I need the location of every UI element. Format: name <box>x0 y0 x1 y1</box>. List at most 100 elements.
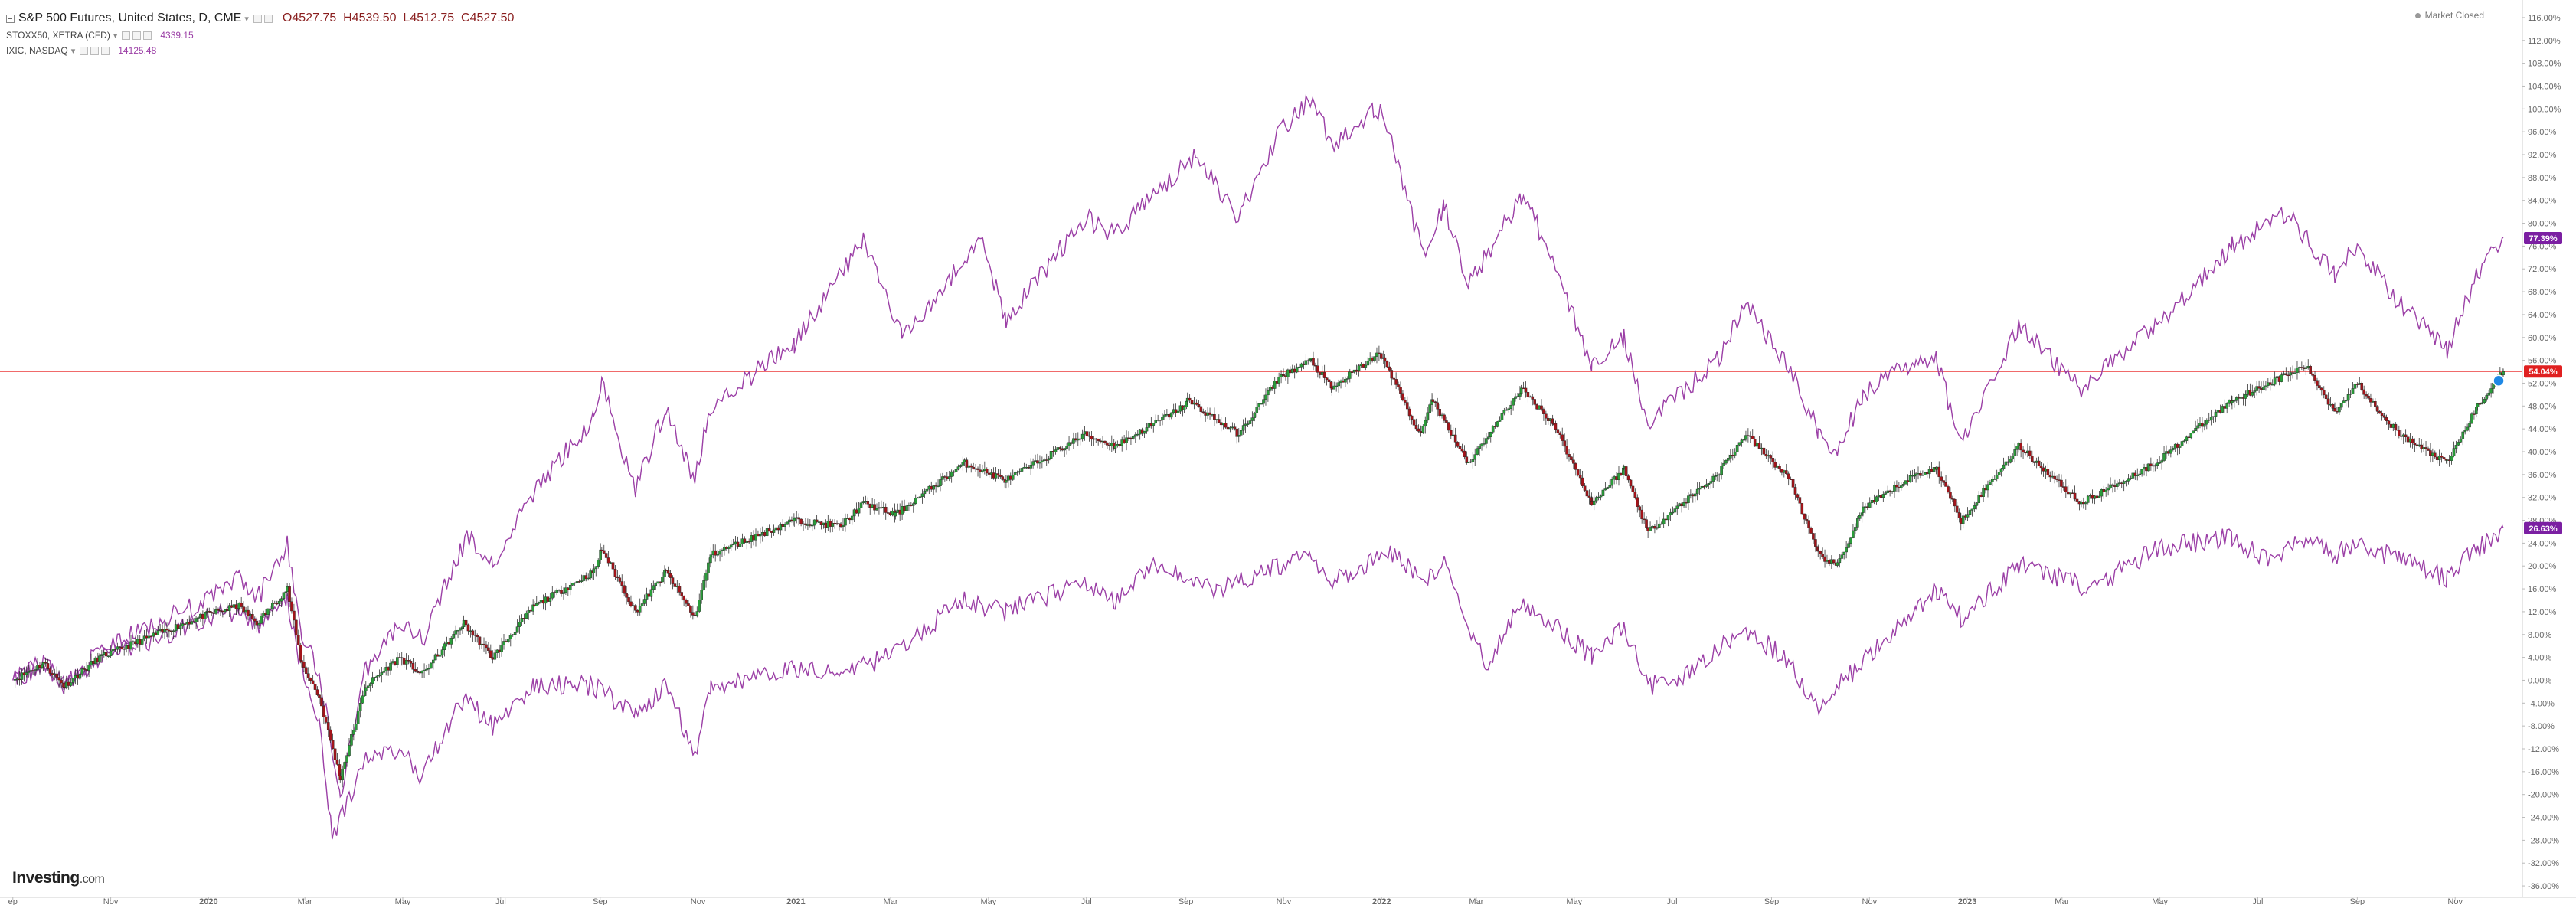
candle-body <box>1879 495 1883 498</box>
candle-body <box>1327 379 1331 382</box>
candle-body <box>2391 423 2395 428</box>
candle-body <box>1394 379 1398 385</box>
candle-body <box>509 635 512 639</box>
candle-body <box>1852 530 1855 538</box>
legend-compare-series-2[interactable]: IXIC, NASDAQ ▾ 14125.48 <box>6 43 514 58</box>
candle-body <box>71 678 75 683</box>
candle-body <box>343 762 346 769</box>
alert-marker-icon[interactable] <box>2493 374 2505 387</box>
candle-body <box>1551 423 1555 425</box>
candle-body <box>60 679 63 684</box>
candle-body <box>2322 390 2326 396</box>
candle-body <box>673 583 677 587</box>
remove-series-icon[interactable] <box>143 31 152 40</box>
candle-body <box>214 609 217 614</box>
candle-body <box>515 626 519 633</box>
candle-body <box>185 622 189 625</box>
candle-body <box>2382 415 2386 418</box>
candle-body <box>767 528 771 532</box>
candle-body <box>1120 439 1124 446</box>
candle-body <box>480 643 483 645</box>
candle-body <box>918 496 922 498</box>
candle-body <box>159 629 162 631</box>
candle-body <box>2313 375 2316 381</box>
candle-body <box>1558 432 1562 435</box>
candle-body <box>1565 446 1568 455</box>
chevron-down-icon[interactable]: ▾ <box>113 31 118 41</box>
y-tick-label: 20.00% <box>2528 562 2557 571</box>
hide-series-icon[interactable] <box>253 14 262 23</box>
candle-body <box>487 647 490 651</box>
candle-body <box>2324 394 2328 400</box>
candle-body <box>251 614 254 619</box>
candle-body <box>1886 490 1889 493</box>
hide-series-icon[interactable] <box>80 46 89 55</box>
candle-body <box>1208 412 1211 415</box>
y-tick-label: 100.00% <box>2528 105 2561 114</box>
candle-body <box>1165 413 1169 416</box>
candle-body <box>1855 518 1859 528</box>
candle-body <box>898 509 901 515</box>
candle-body <box>1702 485 1706 488</box>
candle-body <box>1219 422 1223 426</box>
chevron-down-icon[interactable]: ▾ <box>244 14 249 24</box>
hide-series-icon[interactable] <box>122 31 131 40</box>
candle-body <box>1626 475 1630 481</box>
candle-body <box>1342 380 1345 383</box>
candle-body <box>106 655 110 658</box>
candle-body <box>1076 438 1080 441</box>
candle-body <box>1192 402 1196 405</box>
candle-body <box>2355 384 2359 385</box>
candle-body <box>522 618 526 619</box>
x-tick-label: Mar <box>884 897 898 905</box>
series-settings-icon[interactable] <box>90 46 100 55</box>
candle-body <box>1737 442 1741 446</box>
candle-body <box>1826 560 1829 562</box>
candle-body <box>482 643 485 645</box>
candle-body <box>396 657 399 665</box>
candle-body <box>721 550 724 551</box>
candle-body <box>378 675 381 677</box>
candle-body <box>2221 406 2225 413</box>
candle-body <box>1282 374 1285 376</box>
candle-body <box>1465 456 1469 463</box>
candle-body <box>770 531 773 533</box>
compare2-symbol-name[interactable]: IXIC, NASDAQ <box>6 45 68 56</box>
candle-body <box>1514 396 1517 399</box>
candle-body <box>693 615 697 616</box>
candle-body <box>1968 510 1972 515</box>
candle-body <box>1685 502 1688 504</box>
series-settings-icon[interactable] <box>132 31 142 40</box>
candle-body <box>290 601 293 612</box>
candle-body <box>1678 503 1681 507</box>
y-tick-label: 80.00% <box>2528 220 2557 229</box>
candle-body <box>1044 459 1048 461</box>
series-settings-icon[interactable] <box>263 14 273 23</box>
candle-body <box>1419 431 1423 433</box>
legend-main-series[interactable]: S&P 500 Futures, United States, D, CME ▾… <box>6 9 514 28</box>
collapse-legend-icon[interactable] <box>6 14 15 23</box>
candle-body <box>2273 377 2277 385</box>
candle-body <box>2435 456 2439 460</box>
candle-body <box>2251 392 2254 396</box>
candle-body <box>844 518 847 526</box>
remove-series-icon[interactable] <box>101 46 110 55</box>
chevron-down-icon[interactable]: ▾ <box>70 46 76 56</box>
candle-body <box>183 623 187 625</box>
candle-body <box>747 541 750 543</box>
candle-body <box>518 622 521 627</box>
candle-body <box>63 687 66 688</box>
candle-body <box>1507 408 1511 410</box>
legend-compare-series-1[interactable]: STOXX50, XETRA (CFD) ▾ 4339.15 <box>6 28 514 43</box>
candle-body <box>1953 499 1957 507</box>
candle-body <box>2344 400 2348 402</box>
main-symbol-name[interactable]: S&P 500 Futures, United States, D, CME <box>18 11 242 25</box>
compare1-symbol-name[interactable]: STOXX50, XETRA (CFD) <box>6 30 110 41</box>
y-axis-panel[interactable] <box>2523 0 2576 897</box>
candle-body <box>669 573 672 578</box>
candle-body <box>2300 367 2303 368</box>
candle-body <box>1108 445 1111 446</box>
y-tick-label: -24.00% <box>2528 814 2559 823</box>
candle-body <box>1491 426 1495 433</box>
